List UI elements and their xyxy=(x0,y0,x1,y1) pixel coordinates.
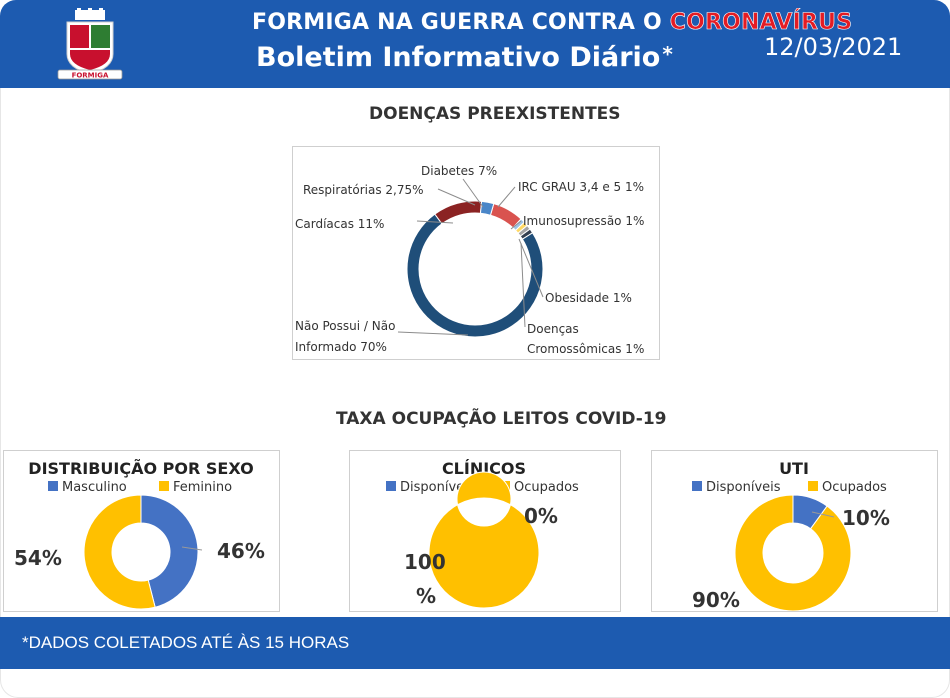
sex-donut-chart: DISTRIBUIÇÃO POR SEXO Masculino Feminino… xyxy=(14,459,265,610)
label-nao-possui-line1: Não Possui / Não xyxy=(295,319,395,333)
slice-icu-ocupados xyxy=(734,494,852,612)
icu-chart-title: UTI xyxy=(779,459,809,478)
leader-cardiacas xyxy=(416,220,454,224)
clinical-label-ocupados-unit: % xyxy=(416,584,436,608)
slice-clinical-ocupados xyxy=(428,471,540,609)
label-cromossomicas-line2: Cromossômicas 1% xyxy=(527,342,644,356)
diseases-section-title: DOENÇAS PREEXISTENTES xyxy=(369,104,621,124)
clinical-label-disponiveis: 0% xyxy=(524,504,558,528)
header-title-prefix: FORMIGA NA GUERRA CONTRA O xyxy=(252,10,670,35)
header-subtitle-text: Boletim Informativo Diário xyxy=(256,42,661,73)
crest-label: FORMIGA xyxy=(72,72,109,80)
footer-bar xyxy=(0,617,950,669)
legend-masculino: Masculino xyxy=(62,480,127,495)
legend-swatch-disponiveis xyxy=(386,481,396,491)
header-bar: FORMIGA FORMIGA NA GUERRA CONTRA O CORON… xyxy=(0,0,950,88)
diseases-donut-chart: Diabetes 7% Respiratórias 2,75% IRC GRAU… xyxy=(295,164,644,356)
leader-nao-possui xyxy=(397,331,469,336)
icu-label-disponiveis: 10% xyxy=(842,506,890,530)
label-obesidade: Obesidade 1% xyxy=(545,291,632,305)
clinical-label-ocupados: 100 xyxy=(404,550,446,574)
header-title-accent: CORONAVÍRUS xyxy=(669,10,853,36)
label-irc: IRC GRAU 3,4 e 5 1% xyxy=(518,180,644,194)
clinical-donut-chart: CLÍNICOS Disponíveis Ocupados 0% 100 % xyxy=(386,459,579,609)
header-subtitle-mark: * xyxy=(662,42,673,66)
icu-beds-panel: UTI Disponíveis Ocupados 10% 90% xyxy=(651,450,938,612)
leader-respiratorias xyxy=(437,188,476,206)
icu-legend-ocupados: Ocupados xyxy=(822,480,887,495)
label-imunosupressao: Imunosupressão 1% xyxy=(523,214,644,228)
sex-label-masculino: 46% xyxy=(217,539,265,563)
icu-legend-swatch-disponiveis xyxy=(692,481,702,491)
slice-respiratorias xyxy=(479,200,495,216)
leader-cromossomicas xyxy=(520,242,526,328)
sex-chart-title: DISTRIBUIÇÃO POR SEXO xyxy=(28,459,253,478)
diseases-chart-panel: Diabetes 7% Respiratórias 2,75% IRC GRAU… xyxy=(292,146,660,360)
legend-swatch-feminino xyxy=(159,481,169,491)
label-nao-possui-line2: Informado 70% xyxy=(295,340,387,354)
occupancy-section-title: TAXA OCUPAÇÃO LEITOS COVID-19 xyxy=(336,409,667,429)
sex-label-feminino: 54% xyxy=(14,546,62,570)
sex-leader-line xyxy=(181,546,203,551)
label-nao-possui-a: Não Possui / Não xyxy=(295,319,395,333)
header-date: 12/03/2021 xyxy=(764,33,903,61)
clinical-beds-panel: CLÍNICOS Disponíveis Ocupados 0% 100 % xyxy=(349,450,621,612)
leader-obesidade xyxy=(518,238,544,298)
legend-swatch-masculino xyxy=(48,481,58,491)
slice-feminino xyxy=(83,494,156,610)
icu-leader-line xyxy=(811,511,835,518)
label-cromossomicas-line1: Doenças xyxy=(527,322,579,336)
label-cardiacas: Cardíacas 11% xyxy=(295,217,384,231)
legend-disponiveis: Disponíveis xyxy=(400,480,475,495)
leader-irc xyxy=(497,186,516,208)
sex-distribution-panel: DISTRIBUIÇÃO POR SEXO Masculino Feminino… xyxy=(3,450,280,612)
slice-masculino xyxy=(140,494,199,608)
header-subtitle: Boletim Informativo Diário * xyxy=(256,42,673,73)
legend-feminino: Feminino xyxy=(173,480,232,495)
icu-donut-chart: UTI Disponíveis Ocupados 10% 90% xyxy=(692,459,890,612)
leader-diabetes xyxy=(462,178,484,208)
label-diabetes: Diabetes 7% xyxy=(421,164,497,178)
clinical-chart-title: CLÍNICOS xyxy=(442,459,526,478)
icu-legend-disponiveis: Disponíveis xyxy=(706,480,781,495)
footer-note: *DADOS COLETADOS ATÉ ÀS 15 HORAS xyxy=(22,633,350,652)
leader-imunosupressao xyxy=(510,220,522,230)
label-respiratorias: Respiratórias 2,75% xyxy=(303,183,424,197)
city-crest-icon: FORMIGA xyxy=(57,8,123,80)
icu-label-ocupados: 90% xyxy=(692,588,740,611)
legend-ocupados: Ocupados xyxy=(514,480,579,495)
header-campaign-title: FORMIGA NA GUERRA CONTRA O CORONAVÍRUS xyxy=(252,10,853,36)
icu-legend-swatch-ocupados xyxy=(808,481,818,491)
